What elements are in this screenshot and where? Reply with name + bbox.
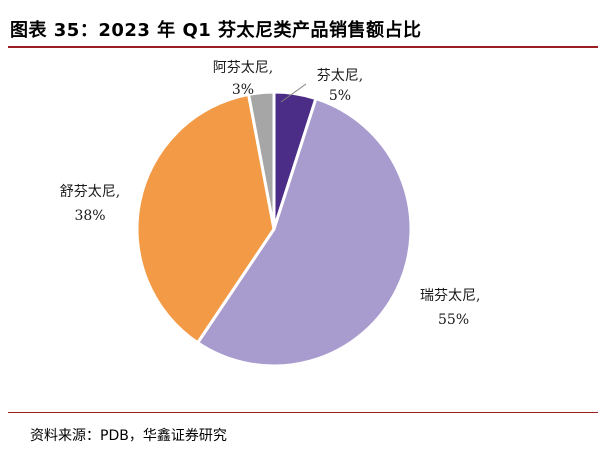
chart-title: 图表 35：2023 年 Q1 芬太尼类产品销售额占比: [10, 20, 422, 41]
pie-slice-2: [196, 97, 413, 368]
slice-label-name-2: 瑞芬太尼,: [420, 288, 480, 304]
title-divider: [8, 46, 598, 48]
pie-slice-4: [247, 90, 276, 231]
slice-label-name-1: 芬太尼,: [317, 68, 363, 84]
slice-label-pct-3: 38%: [74, 208, 105, 224]
slice-label-name-3: 舒芬太尼,: [60, 184, 120, 200]
slice-label-pct-1: 5%: [329, 88, 351, 104]
pie-slice-3: [135, 92, 276, 345]
leader-line-1: [280, 83, 307, 103]
slice-label-pct-2: 55%: [438, 312, 469, 328]
slice-label-pct-4: 3%: [232, 82, 254, 98]
footer-divider: [8, 412, 598, 413]
slice-label-name-4: 阿芬太尼,: [213, 60, 273, 76]
source-note: 资料来源：PDB，华鑫证券研究: [30, 428, 227, 444]
